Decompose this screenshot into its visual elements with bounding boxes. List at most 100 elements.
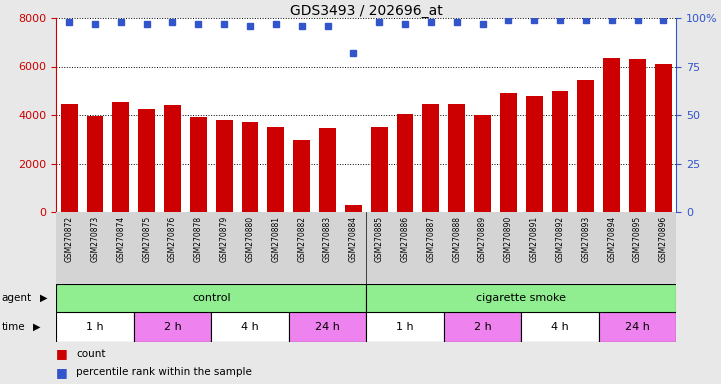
Text: GDS3493 / 202696_at: GDS3493 / 202696_at: [290, 4, 443, 18]
Text: 1 h: 1 h: [397, 322, 414, 332]
Bar: [138, 109, 155, 212]
Text: GSM270883: GSM270883: [323, 215, 332, 262]
Bar: [598, 212, 624, 284]
Bar: [366, 312, 443, 342]
Bar: [474, 115, 491, 212]
Bar: [159, 212, 185, 284]
Bar: [397, 114, 413, 212]
Bar: [82, 212, 108, 284]
Text: ▶: ▶: [33, 322, 40, 332]
Bar: [495, 212, 521, 284]
Text: cigarette smoke: cigarette smoke: [477, 293, 566, 303]
Bar: [267, 127, 284, 212]
Text: ■: ■: [56, 347, 68, 360]
Text: 24 h: 24 h: [625, 322, 650, 332]
Bar: [237, 212, 263, 284]
Text: GSM270893: GSM270893: [581, 215, 590, 262]
Bar: [134, 212, 159, 284]
Text: control: control: [192, 293, 231, 303]
Bar: [56, 284, 366, 312]
Bar: [288, 212, 314, 284]
Text: GSM270894: GSM270894: [607, 215, 616, 262]
Bar: [319, 128, 336, 212]
Text: percentile rank within the sample: percentile rank within the sample: [76, 367, 252, 377]
Bar: [573, 212, 598, 284]
Text: GSM270896: GSM270896: [659, 215, 668, 262]
Text: GSM270878: GSM270878: [194, 215, 203, 262]
Bar: [112, 102, 129, 212]
Bar: [469, 212, 495, 284]
Bar: [216, 120, 233, 212]
Text: GSM270879: GSM270879: [220, 215, 229, 262]
Bar: [366, 212, 392, 284]
Bar: [293, 141, 310, 212]
Bar: [423, 104, 439, 212]
Text: GSM270881: GSM270881: [271, 215, 280, 262]
Bar: [263, 212, 288, 284]
Text: GSM270886: GSM270886: [401, 215, 410, 262]
Text: GSM270874: GSM270874: [116, 215, 125, 262]
Text: GSM270876: GSM270876: [168, 215, 177, 262]
Text: GSM270880: GSM270880: [246, 215, 255, 262]
Bar: [211, 212, 237, 284]
Bar: [443, 312, 521, 342]
Text: GSM270895: GSM270895: [633, 215, 642, 262]
Bar: [603, 58, 620, 212]
Text: ■: ■: [56, 366, 68, 379]
Text: GSM270892: GSM270892: [556, 215, 565, 262]
Bar: [552, 91, 568, 212]
Bar: [526, 96, 543, 212]
Bar: [655, 64, 672, 212]
Bar: [134, 312, 211, 342]
Bar: [443, 212, 469, 284]
Bar: [629, 59, 646, 212]
Bar: [418, 212, 443, 284]
Bar: [288, 312, 366, 342]
Bar: [211, 312, 288, 342]
Text: GSM270890: GSM270890: [504, 215, 513, 262]
Bar: [242, 122, 258, 212]
Text: 24 h: 24 h: [315, 322, 340, 332]
Text: GSM270888: GSM270888: [452, 215, 461, 262]
Bar: [578, 80, 594, 212]
Bar: [366, 284, 676, 312]
Text: time: time: [1, 322, 25, 332]
Text: GSM270889: GSM270889: [478, 215, 487, 262]
Text: GSM270887: GSM270887: [426, 215, 435, 262]
Bar: [521, 312, 598, 342]
Bar: [521, 212, 547, 284]
Bar: [61, 104, 78, 212]
Text: GSM270882: GSM270882: [297, 215, 306, 262]
Bar: [340, 212, 366, 284]
Bar: [185, 212, 211, 284]
Bar: [624, 212, 650, 284]
Text: 1 h: 1 h: [87, 322, 104, 332]
Bar: [598, 312, 676, 342]
Bar: [392, 212, 418, 284]
Text: 2 h: 2 h: [164, 322, 182, 332]
Bar: [56, 312, 134, 342]
Bar: [87, 116, 103, 212]
Bar: [448, 104, 465, 212]
Bar: [314, 212, 340, 284]
Text: 4 h: 4 h: [241, 322, 259, 332]
Text: 2 h: 2 h: [474, 322, 492, 332]
Text: GSM270875: GSM270875: [142, 215, 151, 262]
Text: 4 h: 4 h: [551, 322, 569, 332]
Bar: [500, 93, 517, 212]
Text: agent: agent: [1, 293, 32, 303]
Bar: [547, 212, 573, 284]
Text: GSM270891: GSM270891: [530, 215, 539, 262]
Bar: [371, 127, 388, 212]
Bar: [56, 212, 82, 284]
Bar: [345, 205, 362, 212]
Text: GSM270884: GSM270884: [349, 215, 358, 262]
Text: GSM270873: GSM270873: [91, 215, 99, 262]
Bar: [164, 105, 181, 212]
Text: count: count: [76, 349, 106, 359]
Bar: [108, 212, 134, 284]
Text: ▶: ▶: [40, 293, 47, 303]
Text: GSM270872: GSM270872: [65, 215, 74, 262]
Bar: [650, 212, 676, 284]
Bar: [190, 118, 207, 212]
